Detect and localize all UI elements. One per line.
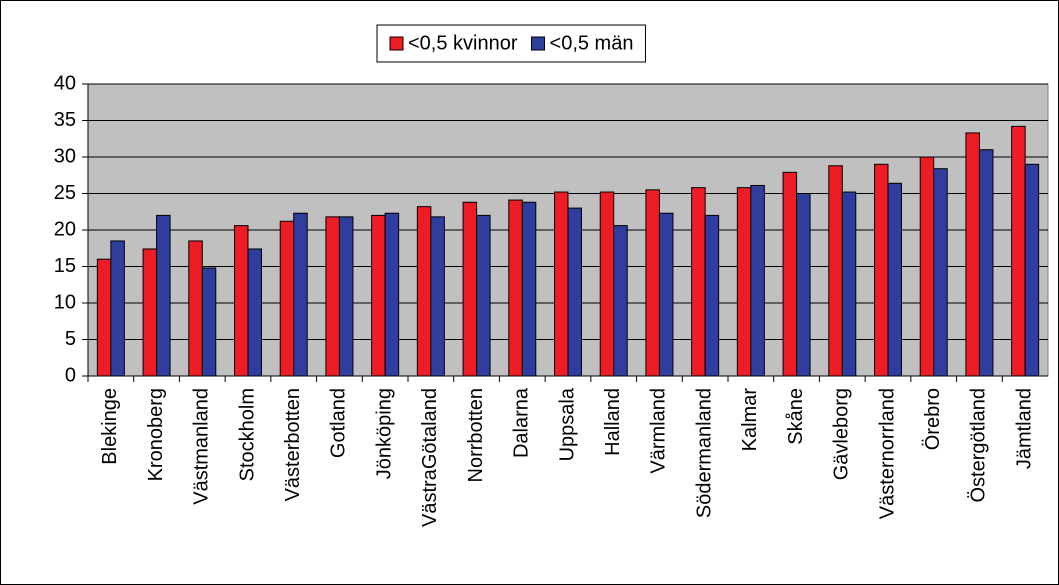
- x-tick-label: Gotland: [328, 388, 350, 458]
- bar: [691, 187, 706, 377]
- bar: [508, 199, 523, 377]
- x-tick-label: Jönköping: [373, 388, 395, 479]
- bar: [371, 214, 386, 377]
- x-tick-label: Uppsala: [556, 387, 578, 461]
- x-tick-label: Halland: [602, 388, 624, 456]
- bar: [96, 258, 112, 377]
- bar: [599, 191, 615, 377]
- x-tick-label: Kronoberg: [145, 388, 167, 481]
- bar: [188, 240, 203, 377]
- y-tick-label: 25: [54, 182, 76, 204]
- x-tick-label: Södermanland: [693, 388, 715, 518]
- x-tick-label: Värmland: [648, 388, 670, 474]
- x-tick-label: Blekinge: [99, 388, 121, 465]
- bar: [293, 212, 308, 377]
- x-tick-label: Kalmar: [739, 388, 761, 452]
- y-tick-label: 0: [65, 364, 76, 386]
- bar: [476, 214, 491, 377]
- bar: [384, 212, 400, 377]
- x-tick-label: Östergötland: [968, 388, 990, 503]
- legend-label: <0,5 kvinnor: [408, 32, 518, 54]
- bar: [874, 163, 889, 377]
- x-tick-label: Västerbotten: [282, 388, 304, 501]
- x-tick-label: Örebro: [922, 388, 944, 450]
- bar: [1024, 163, 1040, 377]
- y-tick-label: 5: [65, 328, 76, 350]
- bar: [430, 216, 445, 377]
- y-tick-label: 35: [54, 109, 76, 131]
- bar: [554, 191, 569, 377]
- y-tick-label: 10: [54, 291, 76, 313]
- bar: [567, 207, 582, 377]
- bar: [416, 206, 432, 377]
- bar: [828, 165, 843, 377]
- bar: [782, 171, 798, 377]
- legend-swatch: [389, 36, 404, 51]
- x-tick-label: Gävleborg: [831, 388, 853, 480]
- bar: [247, 248, 262, 377]
- bar: [156, 214, 171, 377]
- legend-swatch: [531, 36, 546, 51]
- bar: [736, 187, 752, 377]
- y-tick-label: 20: [54, 218, 76, 240]
- x-tick-label: Norrbotten: [465, 388, 487, 483]
- x-tick-label: Västmanland: [191, 388, 213, 505]
- bar: [110, 240, 125, 377]
- bar: [338, 216, 354, 377]
- bar: [887, 182, 902, 377]
- bar: [279, 220, 295, 377]
- bar: [201, 267, 217, 377]
- bar: [1011, 125, 1026, 377]
- bar: [978, 149, 994, 377]
- x-tick-label: Skåne: [785, 388, 807, 445]
- y-tick-label: 15: [54, 255, 76, 277]
- bar: [325, 216, 340, 377]
- x-tick-label: Jämtland: [1013, 388, 1035, 469]
- bar: [613, 225, 628, 377]
- bar: [796, 193, 811, 377]
- x-tick-label: Västernorrland: [876, 388, 898, 519]
- bar: [234, 225, 249, 377]
- bar: [965, 132, 980, 377]
- x-tick-label: Stockholm: [236, 388, 258, 481]
- bar: [750, 184, 765, 377]
- bar: [841, 191, 857, 377]
- bar: [645, 189, 660, 377]
- bar: [933, 168, 948, 377]
- bar: [658, 212, 674, 377]
- bar: [704, 214, 720, 377]
- bar: [919, 156, 935, 377]
- bar: [521, 201, 537, 377]
- bar: [142, 248, 158, 377]
- y-tick-label: 40: [54, 72, 76, 94]
- bar: [462, 201, 478, 377]
- x-tick-label: VästraGötaland: [419, 388, 441, 527]
- y-tick-label: 30: [54, 145, 76, 167]
- legend: [376, 24, 646, 63]
- x-tick-label: Dalarna: [511, 387, 533, 458]
- legend-label: <0,5 män: [550, 32, 634, 54]
